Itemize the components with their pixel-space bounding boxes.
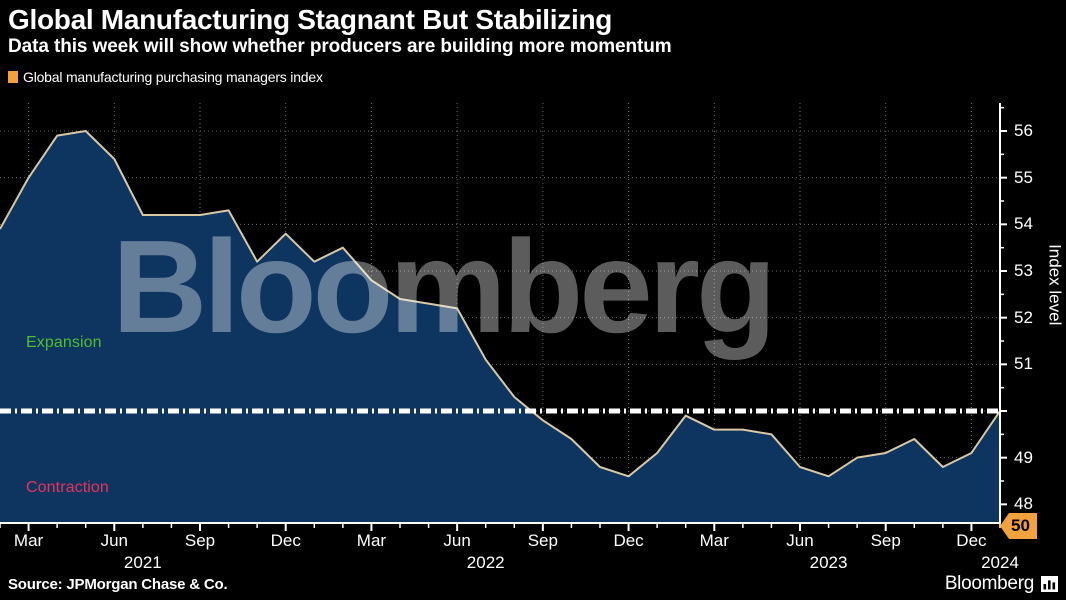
y-axis-tick-label: 49 <box>1014 447 1033 467</box>
y-axis-tick-label: 53 <box>1014 261 1033 280</box>
x-axis-tick-label: Jun <box>443 531 471 550</box>
y-axis-highlight-50: 50 <box>1000 513 1037 539</box>
x-axis-year-label: 2024 <box>981 553 1019 572</box>
chart-axes <box>0 103 1007 531</box>
y-axis-highlight-label: 50 <box>1009 513 1037 539</box>
x-axis-tick-label: Mar <box>699 531 729 550</box>
chart-footer: Source: JPMorgan Chase & Co. Bloomberg <box>0 568 1066 600</box>
x-axis-tick-label: Sep <box>527 531 558 550</box>
x-axis-tick-label: Sep <box>184 531 216 550</box>
bloomberg-brand: Bloomberg <box>945 573 1058 595</box>
source-attribution: Source: JPMorgan Chase & Co. <box>8 575 228 593</box>
y-axis-tick-label: 54 <box>1014 214 1033 234</box>
y-axis-tick-label: 51 <box>1014 354 1033 374</box>
x-axis-year-label: 2023 <box>809 553 848 572</box>
x-axis-tick-label: Mar <box>13 531 44 550</box>
y-axis-tick-label: 52 <box>1014 307 1033 327</box>
page-title: Global Manufacturing Stagnant But Stabil… <box>8 4 613 35</box>
chart-header: Global Manufacturing Stagnant But Stabil… <box>0 0 1066 59</box>
brand-name: Bloomberg <box>944 573 1034 594</box>
x-axis-tick-label: Dec <box>270 531 301 550</box>
chart-legend: Global manufacturing purchasing managers… <box>0 69 1066 85</box>
y-axis-tick-label: 56 <box>1014 121 1033 140</box>
series-area-fill <box>0 131 1000 523</box>
x-axis-tick-label: Jun <box>786 531 814 550</box>
chart-series-group <box>0 130 1000 523</box>
y-axis-title: Index level <box>1045 244 1064 326</box>
series-line <box>0 130 1000 478</box>
bloomberg-terminal-icon <box>1041 576 1058 592</box>
chart-plot-area: Bloomberg Expansion Contraction 48 49 51 52… <box>0 103 1066 572</box>
x-axis-tick-label: Jun <box>100 531 128 550</box>
x-axis-tick-label: Dec <box>956 531 987 550</box>
x-axis-year-label: 2022 <box>466 553 505 572</box>
x-axis-year-label: 2021 <box>123 553 162 572</box>
legend-item-label: Global manufacturing purchasing managers… <box>23 69 323 86</box>
y-axis-tick-label: 55 <box>1014 167 1033 187</box>
x-axis-tick-label: Dec <box>613 531 644 550</box>
page-subtitle: Data this week will show whether produce… <box>8 36 672 58</box>
y-axis-tick-label: 48 <box>1014 494 1033 514</box>
square-swatch-icon <box>8 71 18 84</box>
x-axis-tick-label: Sep <box>870 531 901 550</box>
flag-arrow-icon <box>1000 513 1009 539</box>
x-axis-tick-label: Mar <box>356 531 387 550</box>
line-area-chart <box>0 103 1007 531</box>
